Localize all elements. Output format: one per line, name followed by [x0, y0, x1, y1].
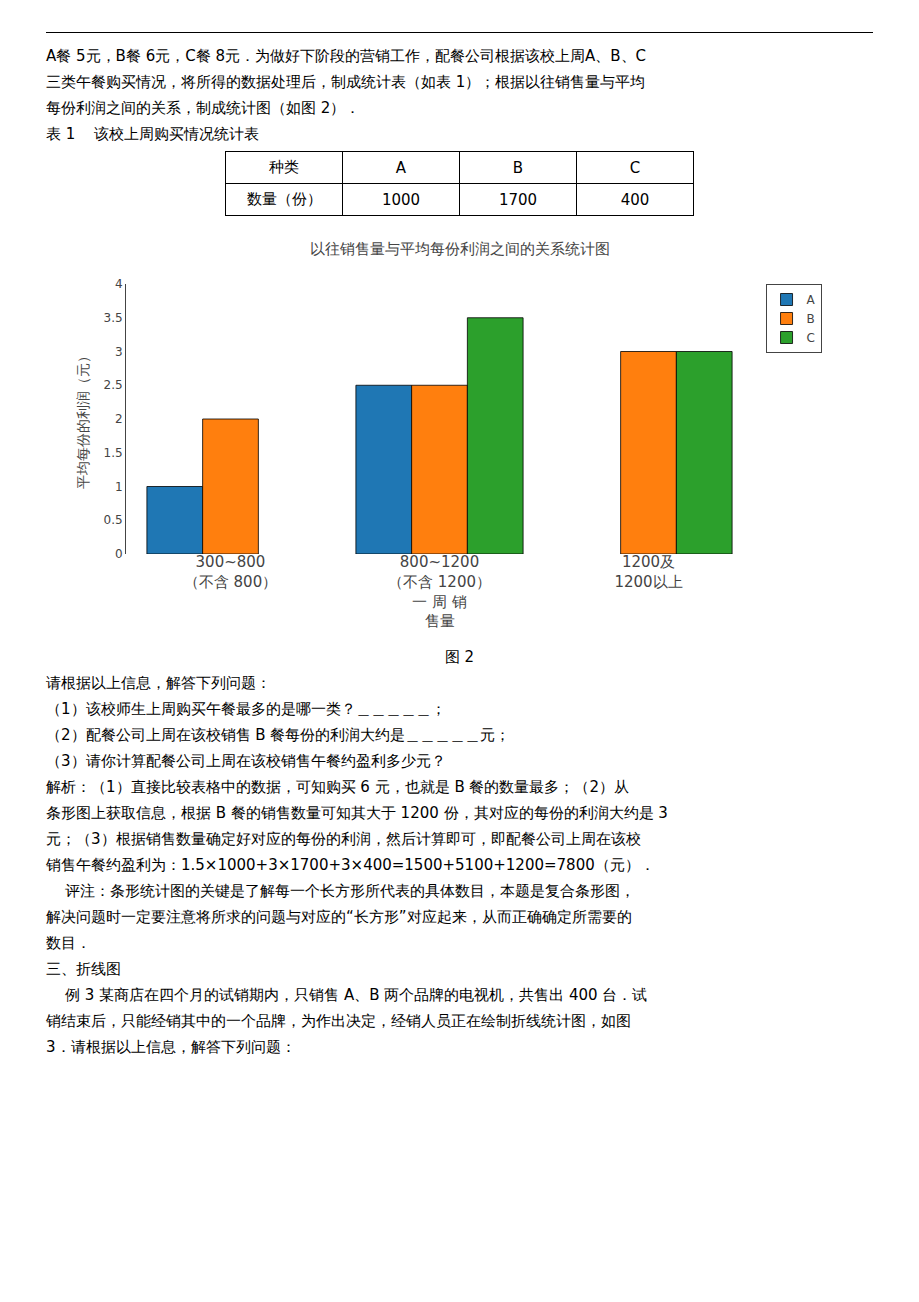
svg-text:C: C [807, 331, 815, 345]
html-text:评注：条形统计图的关键是了解每一个长方形所代表的具体数目，本: 评注：条形统计图的关键是了解每一个长方形所代表的具体数目，本题是复合条形图， [46, 882, 636, 900]
html-text:图 2: 图 2 [444, 648, 475, 666]
svg-text:平均每份的利润（元）: 平均每份的利润（元） [75, 349, 91, 489]
svg-text:300~800（不含 800）: 300~800（不含 800） [184, 553, 277, 591]
svg-text:1: 1 [115, 480, 123, 494]
html-text:请根据以上信息，解答下列问题：: 请根据以上信息，解答下列问题： [46, 674, 271, 692]
svg-text:一 周 销售量: 一 周 销售量 [412, 593, 467, 631]
html-text:销结束后，只能经销其中的一个品牌，为作出决定，经销人员正在绘: 销结束后，只能经销其中的一个品牌，为作出决定，经销人员正在绘制折线统计图，如图 [46, 1012, 631, 1030]
svg-text:3.5: 3.5 [104, 311, 123, 325]
html-text:3．请根据以上信息，解答下列问题：: 3．请根据以上信息，解答下列问题： [46, 1038, 296, 1056]
html-text:种类: 种类 [269, 158, 299, 176]
html-text:销售午餐约盈利为：1.5×1000+3×1700+3×400: 销售午餐约盈利为：1.5×1000+3×1700+3×400=1500+5100… [46, 856, 655, 874]
svg-text:A: A [807, 293, 816, 307]
html-text:B: B [512, 158, 524, 177]
svg-text:1200及1200以上: 1200及1200以上 [614, 553, 682, 591]
svg-text:3: 3 [115, 345, 123, 359]
html-text:A餐 5元，B餐 6元，C餐 8元．为做好下阶段的营销工作，: A餐 5元，B餐 6元，C餐 8元．为做好下阶段的营销工作，配餐公司根据该校上周… [46, 47, 646, 65]
html-text:表 1 该校上周购买情况统计表: 表 1 该校上周购买情况统计表 [46, 125, 260, 143]
html-text:例 3 某商店在四个月的试销期内，只销售 A、B 两个品牌的: 例 3 某商店在四个月的试销期内，只销售 A、B 两个品牌的电视机，共售出 40… [46, 986, 648, 1004]
html-text:每份利润之间的关系，制成统计图（如图 2）．: 每份利润之间的关系，制成统计图（如图 2）． [46, 99, 361, 117]
html-text:条形图上获取信息，根据 B 餐的销售数量可知其大于 1200: 条形图上获取信息，根据 B 餐的销售数量可知其大于 1200 份，其对应的每份的… [46, 804, 668, 822]
html-text:400: 400 [620, 190, 650, 209]
svg-text:以往销售量与平均每份利润之间的关系统计图: 以往销售量与平均每份利润之间的关系统计图 [310, 240, 610, 258]
html-text:解决问题时一定要注意将所求的问题与对应的“长方形”对应起来，: 解决问题时一定要注意将所求的问题与对应的“长方形”对应起来，从而正确确定所需要的 [46, 908, 632, 926]
svg-text:2: 2 [115, 412, 123, 426]
html-text:（1）该校师生上周购买午餐最多的是哪一类？＿＿＿＿＿；: （1）该校师生上周购买午餐最多的是哪一类？＿＿＿＿＿； [46, 700, 446, 718]
html-text:C: C [629, 158, 641, 177]
svg-text:4: 4 [115, 277, 123, 291]
html-text:（2）配餐公司上周在该校销售 B 餐每份的利润大约是＿＿＿＿: （2）配餐公司上周在该校销售 B 餐每份的利润大约是＿＿＿＿＿元； [46, 726, 511, 744]
svg-text:800~1200（不含 1200）: 800~1200（不含 1200） [388, 553, 491, 591]
html-text:数量（份）: 数量（份） [246, 190, 322, 208]
svg-text:0: 0 [115, 547, 123, 561]
html-text:三、折线图: 三、折线图 [46, 960, 121, 978]
svg-text:B: B [807, 312, 815, 326]
svg-text:1.5: 1.5 [104, 446, 123, 460]
html-text:元；（3）根据销售数量确定好对应的每份的利润，然后计算即可，: 元；（3）根据销售数量确定好对应的每份的利润，然后计算即可，即配餐公司上周在该校 [46, 830, 641, 848]
html-text:数目．: 数目． [46, 934, 91, 952]
html-text:A: A [395, 158, 407, 177]
html-text:1700: 1700 [498, 190, 538, 209]
svg-text:0.5: 0.5 [104, 513, 123, 527]
svg-text:2.5: 2.5 [104, 378, 123, 392]
html-text:（3）请你计算配餐公司上周在该校销售午餐约盈利多少元？: （3）请你计算配餐公司上周在该校销售午餐约盈利多少元？ [46, 752, 446, 770]
html-text:解析：（1）直接比较表格中的数据，可知购买 6 元，也就是: 解析：（1）直接比较表格中的数据，可知购买 6 元，也就是 B 餐的数量最多；（… [46, 778, 629, 796]
html-text:三类午餐购买情况，将所得的数据处理后，制成统计表（如表 1）: 三类午餐购买情况，将所得的数据处理后，制成统计表（如表 1）；根据以往销售量与平… [46, 73, 646, 91]
html-text:1000: 1000 [381, 190, 421, 209]
